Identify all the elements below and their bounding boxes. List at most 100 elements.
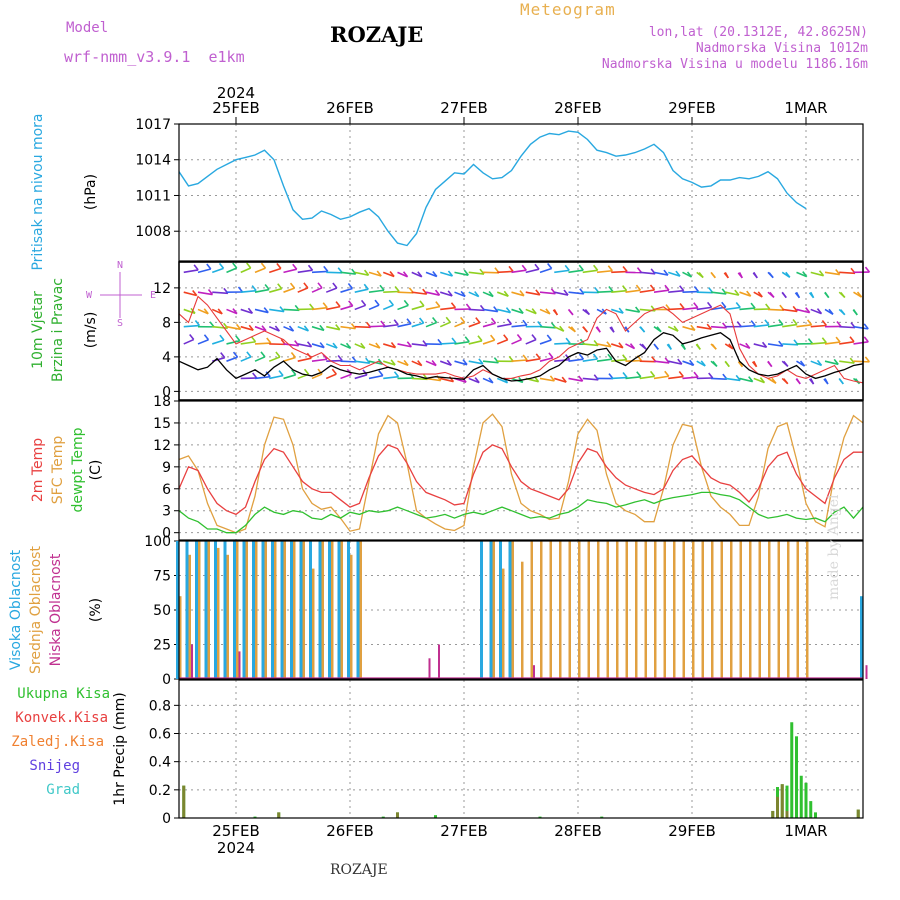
wind-barb	[639, 271, 656, 275]
wind-barb-flag	[431, 360, 437, 367]
wind-barb-flag	[521, 264, 527, 271]
wind-barb	[368, 289, 385, 293]
wind-barb-flag	[251, 285, 257, 292]
wind-barb-flag	[728, 343, 734, 350]
wind-barb	[710, 325, 727, 329]
top-day-label: 25FEB	[212, 99, 259, 117]
wind-barb-flag	[721, 288, 727, 295]
wind-barb-flag	[462, 359, 468, 366]
wind-barb-flag	[435, 301, 441, 308]
precip-total-bar	[600, 816, 604, 818]
wind-barb-flag	[493, 306, 499, 313]
cloud-mid-bar	[502, 568, 505, 679]
wind-barb-flag	[250, 336, 257, 343]
wind-barb	[454, 271, 469, 276]
cloud-mid-bar	[274, 541, 277, 679]
wind-barb	[625, 375, 641, 380]
precip-total-bar	[538, 816, 542, 818]
wind-ylabel-1: 10m Vjetar	[30, 291, 46, 369]
wind-barb-flag	[849, 336, 855, 343]
wind-barb-flag	[376, 270, 382, 277]
wind-barb-flag	[849, 357, 855, 364]
gust-line	[178, 295, 864, 384]
wind-barb-flag	[547, 263, 553, 270]
wind-barb-flag	[291, 369, 297, 376]
wind-barb-flag	[208, 354, 212, 359]
wind-barb-flag	[639, 326, 646, 333]
wind-barb-flag	[323, 265, 329, 272]
bottom-day-label: 25FEB	[212, 822, 259, 840]
wind-barb-flag	[607, 353, 613, 360]
dewpt-line	[178, 491, 864, 534]
top-day-label: 26FEB	[326, 99, 373, 117]
wind-barb-flag	[706, 301, 713, 308]
wind-barb	[682, 306, 698, 311]
wind-barb	[653, 271, 669, 276]
wind-barb	[425, 321, 437, 328]
wind-barb-flag	[279, 306, 285, 313]
wind-barb-flag	[477, 335, 483, 342]
wind-barb-flag	[475, 317, 481, 324]
pressure-unit: (hPa)	[83, 174, 99, 210]
wind-barb-flag	[194, 320, 201, 327]
wind-barb	[354, 343, 366, 350]
y-tick-label: 15	[153, 416, 171, 432]
y-tick-label: 12	[153, 281, 171, 297]
cloud-mid-bar	[616, 541, 619, 679]
wind-barb-flag	[232, 262, 238, 269]
cloud-mid-bar	[549, 541, 552, 679]
wind-barb	[240, 267, 252, 274]
y-tick-label: 3	[162, 504, 171, 520]
wind-barb	[668, 271, 681, 277]
wind-barb	[254, 375, 271, 380]
wind-barb	[824, 341, 841, 345]
wind-barb-flag	[406, 318, 412, 325]
y-tick-label: 0.2	[149, 783, 171, 799]
cloud-mid-bar	[578, 541, 581, 679]
wind-barb	[439, 360, 452, 366]
wind-barb-flag	[332, 282, 338, 289]
wind-barb-flag	[374, 299, 380, 306]
wind-barb	[582, 269, 598, 274]
wind-barb	[397, 291, 414, 294]
wind-barb-flag	[350, 323, 357, 330]
wind-barb-flag	[824, 292, 830, 299]
cloud-mid-bar	[796, 541, 799, 679]
wind-barb-flag	[232, 351, 239, 358]
wind-barb-flag	[474, 377, 480, 384]
wind-barb-flag	[508, 265, 514, 272]
wind-barb	[297, 269, 313, 274]
wind-barb-flag	[278, 370, 284, 377]
y-tick-label: 1014	[135, 153, 171, 169]
wind-barb-flag	[712, 360, 718, 367]
cloud-high-bar	[328, 541, 331, 679]
y-tick-label: 0.4	[149, 755, 171, 771]
wind-barb-flag	[503, 290, 509, 297]
cloud-low-bar	[865, 665, 868, 679]
cloud-high-bar	[290, 541, 293, 679]
wind-barb	[198, 378, 211, 381]
wind-barb-flag	[235, 323, 242, 330]
wind-barb	[753, 343, 767, 349]
wind-barb	[283, 308, 300, 312]
wind-barb-flag	[363, 283, 369, 290]
wind-barb-flag	[792, 305, 798, 312]
wind-barb	[497, 270, 514, 274]
cloud-high-bar	[261, 541, 265, 679]
wind-barb	[639, 289, 655, 293]
wind-barb	[625, 308, 640, 313]
cloud-mid-bar	[350, 554, 353, 679]
pressure-panel: 1008 1011 1014 1017	[135, 117, 863, 261]
precip-legend-item: Snijeg	[29, 758, 80, 774]
wind-barb	[539, 291, 556, 295]
wind-barb-flag	[736, 321, 742, 328]
wind-barb-flag	[266, 337, 272, 344]
wind-barb-flag	[263, 307, 269, 314]
cloud-mid-bar	[587, 541, 590, 679]
cloud-mid-bar	[777, 541, 780, 679]
wind-barb	[753, 377, 765, 384]
y-tick-label: 0	[162, 526, 171, 542]
wind-barb-flag	[237, 286, 244, 293]
wind-barb	[554, 342, 571, 345]
wind-ylabel-2: Brzina i Pravac	[50, 278, 66, 382]
